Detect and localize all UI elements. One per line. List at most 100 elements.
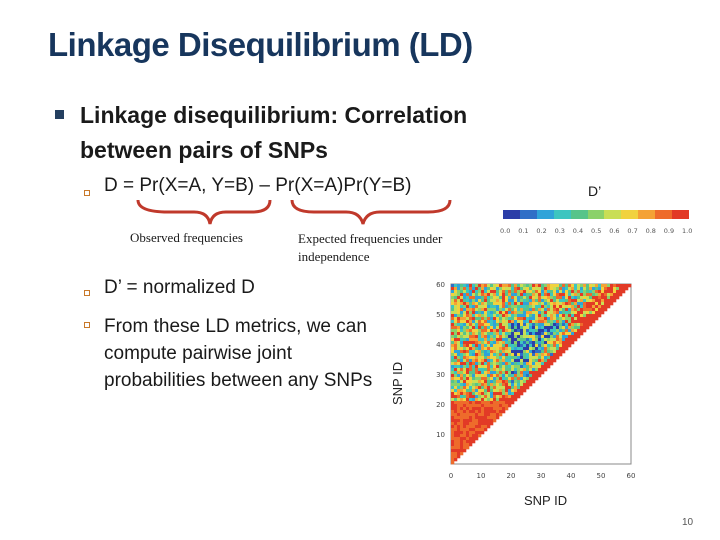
heatmap-cell xyxy=(526,305,529,308)
heatmap-cell xyxy=(559,347,562,350)
heatmap-cell xyxy=(550,314,553,317)
heatmap-cell xyxy=(472,338,475,341)
heatmap-cell xyxy=(613,299,616,302)
heatmap-cell xyxy=(577,317,580,320)
heatmap-cell xyxy=(508,293,511,296)
heatmap-cell xyxy=(604,302,607,305)
heatmap-cell xyxy=(565,338,568,341)
heatmap-cell xyxy=(478,395,481,398)
heatmap-cell xyxy=(523,380,526,383)
heatmap-cell xyxy=(577,332,580,335)
heatmap-cell xyxy=(601,311,604,314)
heatmap-cell xyxy=(601,296,604,299)
heatmap-cell xyxy=(508,323,511,326)
heatmap-cell xyxy=(574,287,577,290)
heatmap-cell xyxy=(571,293,574,296)
heatmap-cell xyxy=(469,392,472,395)
heatmap-cell xyxy=(574,296,577,299)
heatmap-cell xyxy=(508,332,511,335)
heatmap-cell xyxy=(469,353,472,356)
heatmap-cell xyxy=(478,308,481,311)
heatmap-cell xyxy=(475,389,478,392)
heatmap-cell xyxy=(472,410,475,413)
heatmap-cell xyxy=(463,398,466,401)
heatmap-cell xyxy=(529,380,532,383)
x-tick-label: 50 xyxy=(597,472,606,480)
heatmap-cell xyxy=(469,404,472,407)
heatmap-cell xyxy=(484,290,487,293)
heatmap-cell xyxy=(475,338,478,341)
heatmap-cell xyxy=(457,314,460,317)
heatmap-cell xyxy=(529,341,532,344)
heatmap-cell xyxy=(490,422,493,425)
heatmap-cell xyxy=(475,359,478,362)
heatmap-cell xyxy=(472,392,475,395)
heatmap-cell xyxy=(466,320,469,323)
heatmap-cell xyxy=(562,314,565,317)
heatmap-cell xyxy=(460,299,463,302)
heatmap-cell xyxy=(541,320,544,323)
heatmap-cell xyxy=(553,305,556,308)
heatmap-cell xyxy=(502,395,505,398)
heatmap-cell xyxy=(463,293,466,296)
heatmap-cell xyxy=(568,344,571,347)
heatmap-cell xyxy=(580,314,583,317)
heatmap-cell xyxy=(544,314,547,317)
heatmap-cell xyxy=(469,416,472,419)
heatmap-cell xyxy=(472,356,475,359)
heatmap-cell xyxy=(457,344,460,347)
heatmap-cell xyxy=(604,296,607,299)
heatmap-cell xyxy=(514,311,517,314)
heatmap-cell xyxy=(526,323,529,326)
heatmap-cell xyxy=(550,341,553,344)
heatmap-cell xyxy=(517,323,520,326)
heatmap-cell xyxy=(484,338,487,341)
heatmap-cell xyxy=(472,308,475,311)
heatmap-cell xyxy=(469,284,472,287)
heatmap-cell xyxy=(475,305,478,308)
heatmap-cell xyxy=(550,296,553,299)
heatmap-cell xyxy=(568,338,571,341)
heatmap-cell xyxy=(574,338,577,341)
heatmap-cell xyxy=(502,287,505,290)
heatmap-cell xyxy=(526,350,529,353)
heatmap-cell xyxy=(574,326,577,329)
heatmap-cell xyxy=(496,401,499,404)
heatmap-cell xyxy=(523,341,526,344)
heatmap-cell xyxy=(571,299,574,302)
heatmap-cell xyxy=(469,383,472,386)
heatmap-cell xyxy=(535,332,538,335)
heatmap-cell xyxy=(547,320,550,323)
heatmap-cell xyxy=(463,419,466,422)
heatmap-cell xyxy=(616,293,619,296)
expected-label: Expected frequencies under independence xyxy=(298,230,448,266)
heatmap-cell xyxy=(565,305,568,308)
heatmap-cell xyxy=(502,404,505,407)
heatmap-cell xyxy=(502,341,505,344)
heatmap-cell xyxy=(580,320,583,323)
heatmap-cell xyxy=(526,356,529,359)
heatmap-cell xyxy=(454,353,457,356)
heatmap-cell xyxy=(550,287,553,290)
heatmap-cell xyxy=(457,365,460,368)
heatmap-cell xyxy=(493,299,496,302)
heatmap-cell xyxy=(472,413,475,416)
heatmap-cell xyxy=(583,296,586,299)
heatmap-cell xyxy=(451,398,454,401)
heatmap-cell xyxy=(577,302,580,305)
heatmap-cell xyxy=(475,404,478,407)
heatmap-cell xyxy=(475,437,478,440)
heatmap-cell xyxy=(475,290,478,293)
heatmap-cell xyxy=(451,371,454,374)
left-brace-icon xyxy=(138,200,270,224)
heatmap-cell xyxy=(463,449,466,452)
heatmap-cell xyxy=(496,395,499,398)
heatmap-cell xyxy=(478,365,481,368)
heatmap-cell xyxy=(493,311,496,314)
heatmap-cell xyxy=(571,284,574,287)
heatmap-cell xyxy=(499,290,502,293)
heatmap-cell xyxy=(541,350,544,353)
heatmap-cell xyxy=(466,353,469,356)
heatmap-cell xyxy=(466,317,469,320)
heatmap-cell xyxy=(451,380,454,383)
